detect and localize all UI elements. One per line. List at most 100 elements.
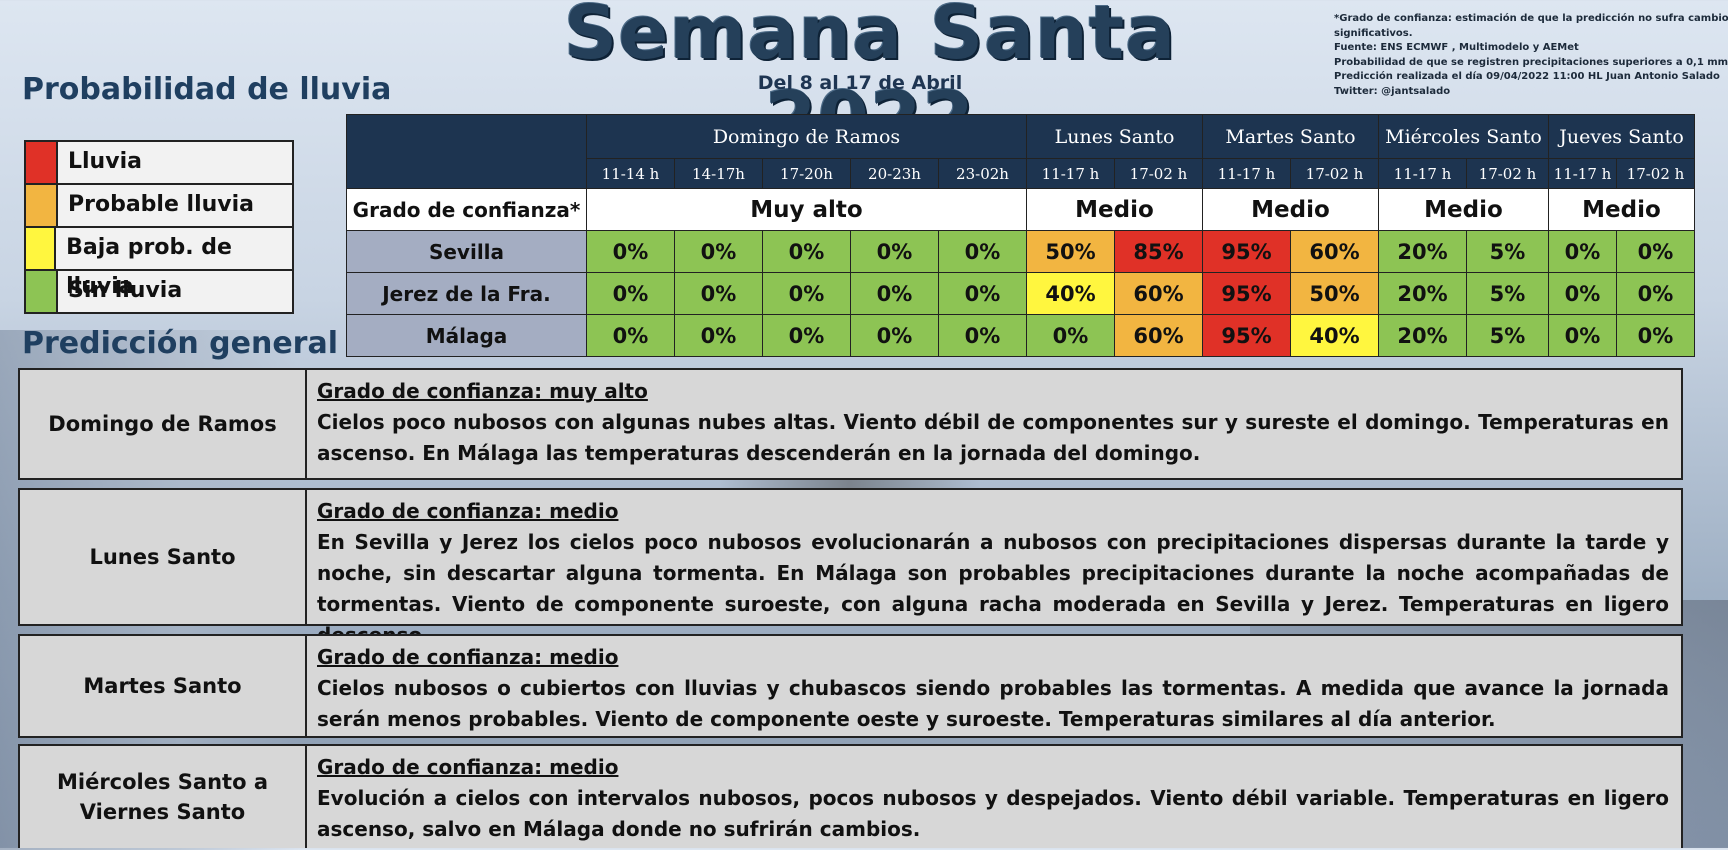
probability-cell: 40% xyxy=(1026,272,1115,315)
probability-cell: 20% xyxy=(1378,230,1467,273)
slot-header: 11-17 h xyxy=(1548,158,1617,189)
table-corner xyxy=(346,114,587,189)
probability-cell: 50% xyxy=(1026,230,1115,273)
prediction-day: Miércoles Santo a Viernes Santo xyxy=(20,746,307,848)
confidence-label: Grado de confianza* xyxy=(346,188,587,231)
prediction-confidence: Grado de confianza: muy alto xyxy=(317,379,648,403)
slot-header: 17-02 h xyxy=(1466,158,1549,189)
table-row: Jerez de la Fra. 0% 0% 0% 0% 0% 40% 60% 95% 50% 2… xyxy=(346,272,1695,315)
prediction-confidence: Grado de confianza: medio xyxy=(317,755,619,779)
city-name: Jerez de la Fra. xyxy=(346,272,587,315)
prediction-day: Martes Santo xyxy=(20,636,307,736)
probability-cell: 0% xyxy=(586,230,675,273)
probability-cell: 0% xyxy=(850,314,939,357)
probability-cell: 0% xyxy=(850,230,939,273)
prediction-confidence: Grado de confianza: medio xyxy=(317,645,619,669)
slot-header: 11-17 h xyxy=(1026,158,1115,189)
city-name: Málaga xyxy=(346,314,587,357)
confidence-value: Medio xyxy=(1026,188,1203,231)
probability-cell: 60% xyxy=(1114,272,1203,315)
probability-cell: 0% xyxy=(938,272,1027,315)
probability-cell: 0% xyxy=(762,314,851,357)
day-header: Jueves Santo xyxy=(1548,114,1695,159)
prediction-block: Miércoles Santo a Viernes Santo Grado de… xyxy=(18,744,1683,848)
confidence-value: Medio xyxy=(1548,188,1695,231)
slot-header: 23-02h xyxy=(938,158,1027,189)
note-line: Fuente: ENS ECMWF , Multimodelo y AEMet xyxy=(1334,42,1579,53)
prediction-block: Martes Santo Grado de confianza: medio C… xyxy=(18,634,1683,738)
probability-cell: 95% xyxy=(1202,272,1291,315)
prediction-block: Domingo de Ramos Grado de confianza: muy… xyxy=(18,368,1683,480)
probability-cell: 85% xyxy=(1114,230,1203,273)
slot-header: 17-02 h xyxy=(1616,158,1695,189)
probability-cell: 0% xyxy=(1026,314,1115,357)
slot-header: 17-02 h xyxy=(1290,158,1379,189)
slot-header: 14-17h xyxy=(674,158,763,189)
probability-cell: 0% xyxy=(674,272,763,315)
legend-item: Lluvia xyxy=(24,140,294,185)
probability-cell: 0% xyxy=(586,314,675,357)
legend-label: Lluvia xyxy=(68,149,142,174)
slot-header: 11-17 h xyxy=(1378,158,1467,189)
slot-header: 17-20h xyxy=(762,158,851,189)
confidence-value: Muy alto xyxy=(586,188,1027,231)
probability-cell: 60% xyxy=(1290,230,1379,273)
probability-cell: 0% xyxy=(674,230,763,273)
slot-header: 11-14 h xyxy=(586,158,675,189)
prediction-title: Predicción general xyxy=(22,326,338,361)
probability-cell: 40% xyxy=(1290,314,1379,357)
note-line: *Grado de confianza: estimación de que l… xyxy=(1334,13,1728,24)
probability-cell: 20% xyxy=(1378,314,1467,357)
prediction-text: En Sevilla y Jerez los cielos poco nubos… xyxy=(317,530,1669,647)
prediction-day: Lunes Santo xyxy=(20,490,307,624)
prediction-body: Grado de confianza: medio En Sevilla y J… xyxy=(307,490,1681,647)
legend: Lluvia Probable lluvia Baja prob. de llu… xyxy=(24,140,294,314)
legend-item: Baja prob. de lluvia xyxy=(24,226,294,299)
probability-cell: 60% xyxy=(1114,314,1203,357)
slot-header: 20-23h xyxy=(850,158,939,189)
prediction-body: Grado de confianza: medio Evolución a ci… xyxy=(307,746,1681,848)
slot-header: 11-17 h xyxy=(1202,158,1291,189)
probability-cell: 20% xyxy=(1378,272,1467,315)
probability-cell: 5% xyxy=(1466,230,1549,273)
legend-title: Probabilidad de lluvia xyxy=(22,72,392,107)
probability-cell: 95% xyxy=(1202,314,1291,357)
day-header: Martes Santo xyxy=(1202,114,1379,159)
probability-cell: 0% xyxy=(938,230,1027,273)
legend-swatch xyxy=(26,185,58,226)
day-header: Lunes Santo xyxy=(1026,114,1203,159)
confidence-value: Medio xyxy=(1202,188,1379,231)
prediction-confidence: Grado de confianza: medio xyxy=(317,499,619,523)
probability-cell: 0% xyxy=(674,314,763,357)
probability-cell: 0% xyxy=(1616,272,1695,315)
probability-cell: 0% xyxy=(938,314,1027,357)
probability-cell: 0% xyxy=(586,272,675,315)
city-name: Sevilla xyxy=(346,230,587,273)
table-row: Málaga 0% 0% 0% 0% 0% 0% 60% 95% 40% 20% 5% 0% 0% xyxy=(346,314,1695,357)
prediction-body: Grado de confianza: medio Cielos nubosos… xyxy=(307,636,1681,736)
probability-cell: 0% xyxy=(762,230,851,273)
legend-item: Sin lluvia xyxy=(24,269,294,314)
confidence-value: Medio xyxy=(1378,188,1549,231)
legend-label: Baja prob. de lluvia xyxy=(66,235,232,299)
note-line: Twitter: @jantsalado xyxy=(1334,85,1451,97)
prediction-text: Cielos poco nubosos con algunas nubes al… xyxy=(317,410,1669,465)
probability-cell: 0% xyxy=(1616,314,1695,357)
probability-cell: 0% xyxy=(762,272,851,315)
probability-cell: 0% xyxy=(1548,230,1617,273)
legend-label: Probable lluvia xyxy=(68,192,255,217)
page-subtitle: Del 8 al 17 de Abril xyxy=(757,72,963,94)
day-header: Domingo de Ramos xyxy=(586,114,1027,159)
note-line: Predicción realizada el día 09/04/2022 1… xyxy=(1334,71,1720,82)
legend-swatch xyxy=(26,271,58,312)
probability-cell: 5% xyxy=(1466,314,1549,357)
probability-cell: 5% xyxy=(1466,272,1549,315)
prediction-text: Evolución a cielos con intervalos nuboso… xyxy=(317,786,1669,841)
day-header: Miércoles Santo xyxy=(1378,114,1549,159)
note-line: Probabilidad de que se registren precipi… xyxy=(1334,56,1728,68)
probability-cell: 0% xyxy=(850,272,939,315)
probability-cell: 50% xyxy=(1290,272,1379,315)
prediction-body: Grado de confianza: muy alto Cielos poco… xyxy=(307,370,1681,478)
legend-swatch xyxy=(26,228,57,269)
source-notes: *Grado de confianza: estimación de que l… xyxy=(1334,12,1728,99)
